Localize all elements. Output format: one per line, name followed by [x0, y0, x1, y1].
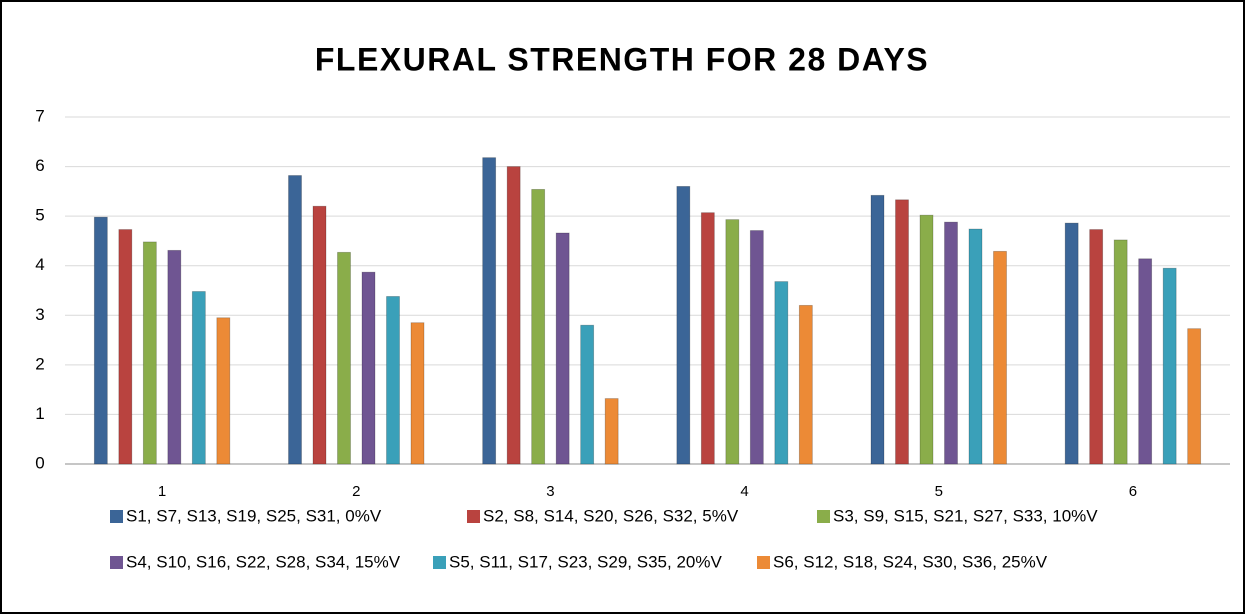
bar — [919, 214, 934, 465]
bar — [870, 194, 885, 465]
y-tick-label: 1 — [35, 404, 44, 423]
legend-swatch — [110, 556, 123, 569]
x-tick-label: 4 — [740, 483, 748, 500]
y-tick-label: 6 — [35, 156, 44, 175]
y-tick-label: 5 — [35, 206, 44, 225]
legend-label: S5, S11, S17, S23, S29, S35, 20%V — [449, 552, 722, 571]
legend-label: S4, S10, S16, S22, S28, S34, 15%V — [126, 552, 401, 571]
legend-label: S1, S7, S13, S19, S25, S31, 0%V — [126, 506, 382, 525]
bar — [774, 281, 789, 465]
bar — [288, 175, 302, 465]
y-tick-label: 4 — [35, 255, 44, 274]
bar — [191, 291, 206, 465]
bar — [506, 166, 521, 465]
x-tick-label: 3 — [546, 483, 554, 500]
legend-label: S6, S12, S18, S24, S30, S36, 25%V — [773, 552, 1048, 571]
bar — [700, 212, 715, 465]
bar — [410, 322, 425, 465]
bar — [1138, 258, 1153, 465]
bar — [895, 199, 909, 465]
bar — [604, 398, 619, 465]
bar — [555, 232, 570, 465]
legend-swatch — [110, 510, 123, 523]
bar — [798, 304, 813, 465]
bar — [749, 230, 764, 465]
legend-label: S3, S9, S15, S21, S27, S33, 10%V — [833, 506, 1098, 525]
bar — [725, 219, 740, 465]
bar — [1064, 222, 1079, 465]
bar — [1187, 328, 1202, 465]
x-tick-label: 5 — [935, 483, 943, 500]
bar — [993, 250, 1007, 465]
y-tick-label: 0 — [35, 453, 44, 472]
bar — [93, 216, 108, 465]
legend-swatch — [817, 510, 830, 523]
x-tick-label: 2 — [352, 483, 360, 500]
bar — [361, 271, 376, 465]
bar — [482, 157, 497, 465]
legend-label: S2, S8, S14, S20, S26, S32, 5%V — [483, 506, 739, 525]
legend-swatch — [467, 510, 480, 523]
bar — [142, 241, 157, 465]
bar — [968, 228, 983, 465]
bar — [312, 205, 327, 465]
bar — [167, 249, 182, 465]
bar — [1113, 239, 1128, 465]
bar — [216, 317, 231, 465]
y-tick-label: 7 — [35, 106, 44, 125]
chart-title: FLEXURAL STRENGTH FOR 28 DAYS — [315, 41, 929, 77]
y-tick-label: 2 — [35, 354, 44, 373]
legend-swatch — [433, 556, 446, 569]
x-tick-label: 6 — [1129, 483, 1137, 500]
bar — [580, 324, 595, 465]
bar — [944, 221, 958, 465]
bar — [1162, 267, 1177, 465]
bar — [386, 296, 400, 465]
x-tick-label: 1 — [158, 483, 166, 500]
bar — [1089, 229, 1104, 465]
bar — [676, 185, 691, 465]
bar — [337, 251, 351, 465]
bar — [118, 229, 133, 465]
legend-swatch — [757, 556, 770, 569]
y-tick-label: 3 — [35, 305, 44, 324]
bar — [531, 188, 546, 465]
